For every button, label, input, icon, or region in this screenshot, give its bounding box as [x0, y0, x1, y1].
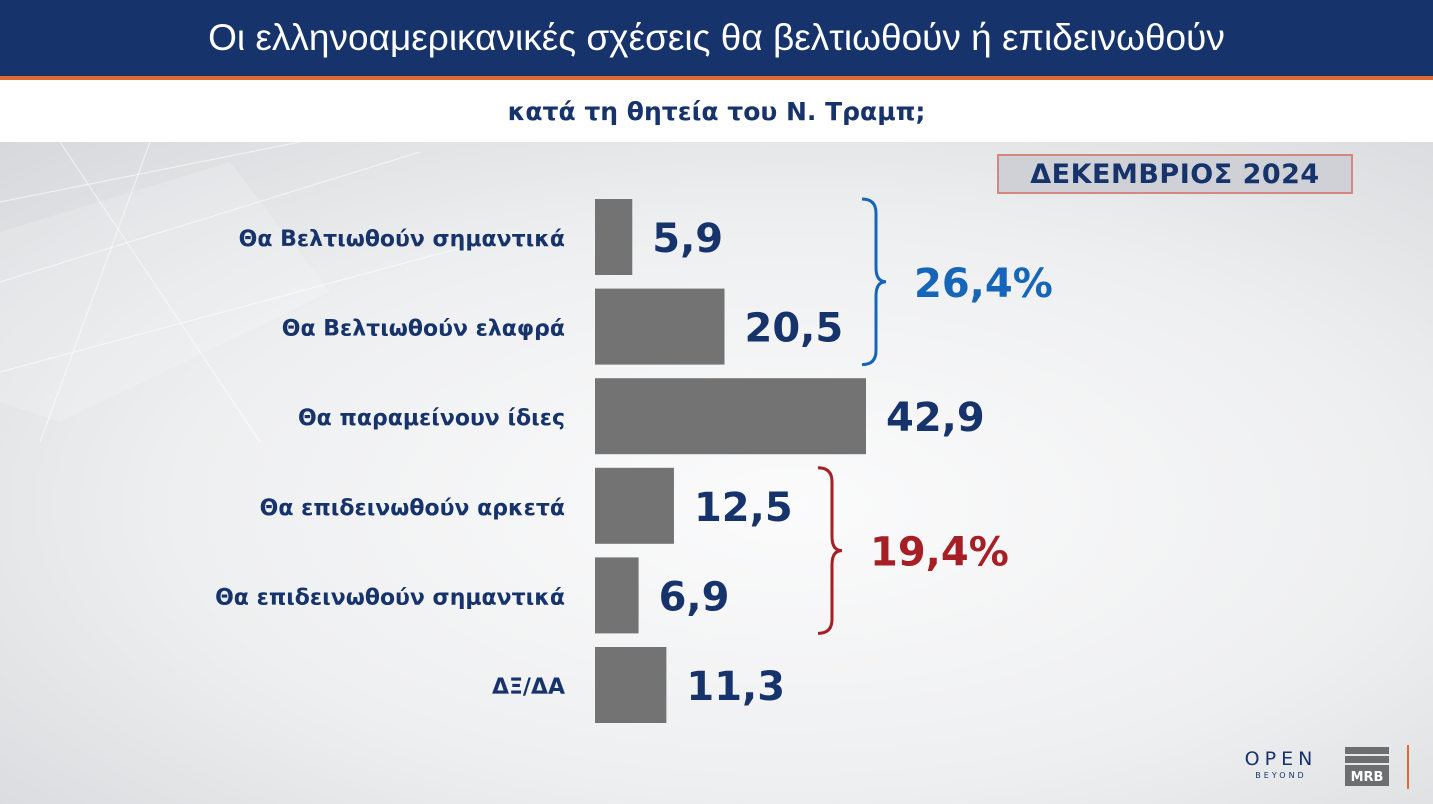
- group-total-label: 26,4%: [914, 261, 1053, 307]
- title-accent-line: [0, 76, 1433, 80]
- bar: [595, 467, 674, 544]
- logo-divider: [1407, 745, 1409, 789]
- value-label: 11,3: [686, 664, 785, 710]
- page-subtitle: κατά τη θητεία του Ν. Τραμπ;: [507, 96, 926, 126]
- category-label: Θα επιδεινωθούν σημαντικά: [215, 585, 565, 610]
- subtitle-bar: κατά τη θητεία του Ν. Τραμπ;: [0, 80, 1433, 142]
- bar: [595, 557, 639, 634]
- group-total-label: 19,4%: [870, 530, 1009, 576]
- bar: [595, 378, 866, 455]
- title-bar: [0, 0, 1433, 76]
- group-brace: [861, 197, 887, 367]
- bar: [595, 288, 725, 365]
- category-label: Θα παραμείνουν ίδιες: [298, 406, 565, 431]
- chart-background: [0, 142, 1433, 804]
- category-label: Θα Βελτιωθούν σημαντικά: [239, 227, 565, 252]
- page-title: Οι ελληνοαμερικανικές σχέσεις θα βελτιωθ…: [208, 17, 1225, 58]
- value-label: 20,5: [744, 306, 843, 352]
- bar: [595, 199, 633, 275]
- category-label: Θα Βελτιωθούν ελαφρά: [282, 317, 565, 342]
- mrb-logo-text: MRB: [1351, 770, 1384, 785]
- bar: [595, 647, 667, 723]
- date-badge: ΔΕΚΕΜΒΡΙΟΣ 2024: [997, 154, 1353, 194]
- category-label: Θα επιδεινωθούν αρκετά: [260, 496, 565, 521]
- open-logo-text: OPEN: [1244, 748, 1318, 770]
- value-label: 12,5: [694, 485, 793, 531]
- group-brace: [817, 466, 843, 635]
- value-label: 6,9: [659, 574, 730, 620]
- mrb-logo: MRB: [1345, 747, 1389, 786]
- value-label: 42,9: [886, 395, 985, 441]
- category-label: ΔΞ/ΔΑ: [492, 675, 565, 700]
- value-label: 5,9: [652, 216, 723, 262]
- background-decoration: [0, 142, 520, 442]
- open-logo-subtext: BEYOND: [1255, 771, 1307, 780]
- open-logo: OPEN BEYOND: [1238, 748, 1324, 780]
